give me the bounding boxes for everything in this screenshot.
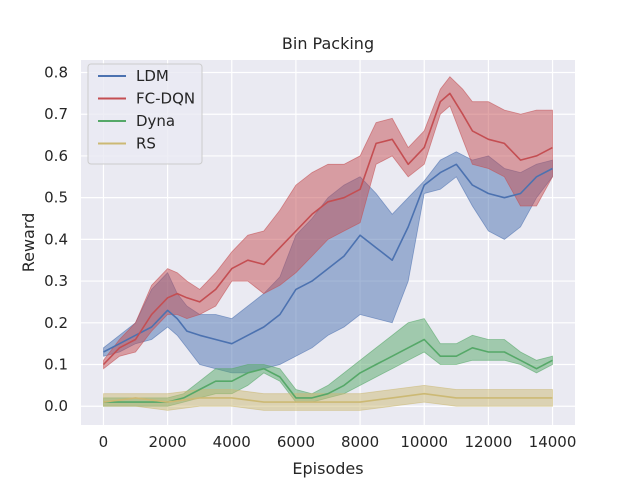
x-tick-label: 2000	[149, 433, 187, 451]
tick-labels: 0 2000 4000 6000 8000 10000 12000 14000 0.0 0.1 0.…	[44, 64, 576, 451]
confidence-bands	[103, 76, 553, 411]
x-tick-label: 8000	[341, 433, 379, 451]
x-tick-label: 12000	[465, 433, 513, 451]
y-axis-title: Reward	[19, 213, 38, 273]
line-fc-dqn	[102, 92, 553, 366]
line-rs	[103, 392, 553, 403]
line-ldm	[103, 163, 553, 353]
x-tick-label: 4000	[213, 433, 251, 451]
band-dyna	[103, 318, 553, 407]
y-tick-label: 0.3	[44, 272, 68, 290]
legend-box	[87, 63, 203, 165]
band-rs	[103, 384, 553, 411]
legend-label-fc-dqn: FC-DQN	[136, 90, 195, 108]
y-tick-label: 0.0	[44, 397, 68, 415]
x-tick-label: 0	[99, 433, 109, 451]
y-tick-label: 0.4	[44, 230, 68, 248]
x-tick-label: 10000	[400, 433, 448, 451]
legend-label-ldm: LDM	[136, 67, 169, 85]
y-tick-label: 0.6	[44, 147, 68, 165]
chart-title: Bin Packing	[282, 34, 374, 53]
y-tick-label: 0.2	[44, 314, 68, 332]
y-tick-label: 0.8	[44, 64, 68, 82]
legend: LDM FC-DQN Dyna RS	[87, 63, 203, 165]
line-dyna	[103, 338, 553, 403]
y-tick-label: 0.1	[44, 356, 68, 374]
legend-label-dyna: Dyna	[136, 112, 175, 130]
y-tick-label: 0.5	[44, 189, 68, 207]
x-axis-title: Episodes	[292, 459, 363, 478]
x-tick-label: 6000	[277, 433, 315, 451]
y-tick-label: 0.7	[44, 105, 68, 123]
series-lines	[102, 92, 553, 403]
band-fc-dqn	[103, 76, 553, 370]
legend-label-rs: RS	[136, 135, 156, 153]
x-tick-label: 14000	[529, 433, 577, 451]
